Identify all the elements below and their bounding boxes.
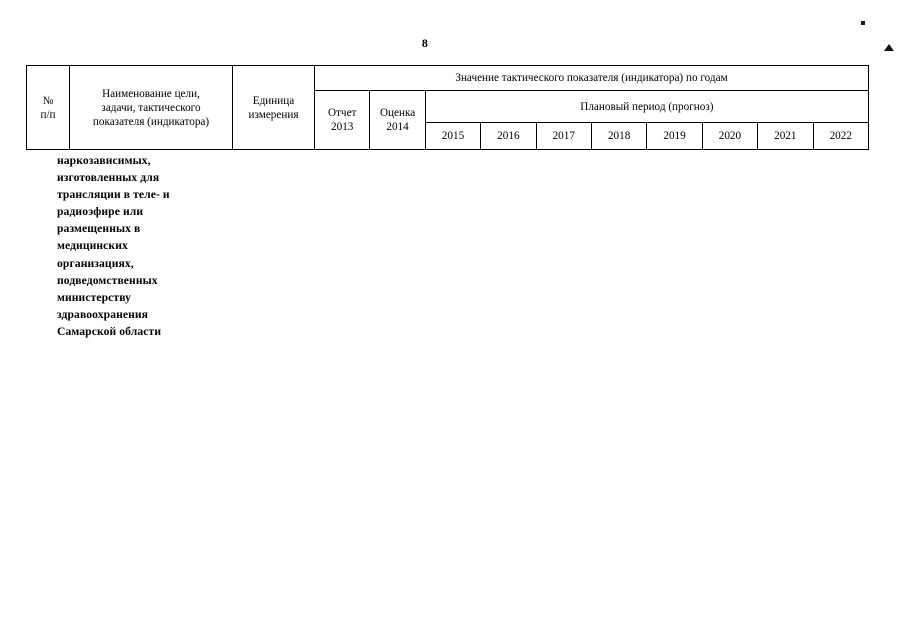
scan-artifact-dot-icon <box>861 21 865 25</box>
table-header-row-years: 2015 2016 2017 2018 2019 2020 2021 2022 <box>27 122 870 150</box>
header-cell-unit: Единица измерения <box>232 65 315 150</box>
header-number-line2: п/п <box>40 108 56 121</box>
continuation-line: медицинских <box>57 239 128 253</box>
continuation-line: радиоэфире или <box>57 205 144 219</box>
header-assessment-line2: 2014 <box>386 121 409 133</box>
header-name-line1: Наименование цели, <box>102 87 200 100</box>
header-cell-year-2018: 2018 <box>590 122 648 150</box>
continuation-line: здравоохранения <box>57 307 149 321</box>
header-cell-year-2016: 2016 <box>480 122 537 150</box>
continuation-line: размещенных в <box>57 222 141 236</box>
continuation-line: наркозависимых, <box>57 154 151 167</box>
header-name-line3: показателя (индикатора) <box>92 115 210 128</box>
header-cell-band-title: Значение тактического показателя (индика… <box>314 65 869 91</box>
header-cell-report: Отчет 2013 <box>313 90 371 150</box>
continuation-line: трансляции в теле- и <box>57 188 170 202</box>
header-cell-year-2020: 2020 <box>701 122 759 150</box>
header-unit-line2: измерения <box>248 108 299 121</box>
scan-artifact-caret-icon <box>884 44 894 51</box>
header-cell-number: № п/п <box>26 65 70 150</box>
header-cell-planned-title: Плановый период (прогноз) <box>424 90 870 123</box>
continuation-line: подведомственных <box>57 273 158 287</box>
indicator-table-container: № п/п Наименование цели, задачи, тактиче… <box>26 65 870 150</box>
header-report-line1: Отчет <box>327 107 357 119</box>
header-report-line2: 2013 <box>331 121 354 133</box>
continuation-paragraph: наркозависимых, изготовленных для трансл… <box>57 152 227 340</box>
header-cell-year-2022: 2022 <box>812 122 870 150</box>
header-cell-year-2019: 2019 <box>646 122 703 150</box>
table-header-row-band: № п/п Наименование цели, задачи, тактиче… <box>26 65 869 150</box>
header-cell-name: Наименование цели, задачи, тактического … <box>69 65 233 150</box>
continuation-line: организациях, <box>57 256 134 270</box>
header-cell-year-2017: 2017 <box>535 122 592 150</box>
continuation-line: изготовленных для <box>57 171 160 185</box>
header-unit-line1: Единица <box>252 94 295 107</box>
header-cell-assessment: Оценка 2014 <box>369 90 426 150</box>
continuation-line: Самарской области <box>57 324 162 338</box>
header-cell-year-2021: 2021 <box>757 122 814 150</box>
header-assessment-line1: Оценка <box>379 107 416 119</box>
header-name-line2: задачи, тактического <box>101 101 201 114</box>
continuation-line: министерству <box>57 290 132 304</box>
header-cell-year-2015: 2015 <box>424 122 482 150</box>
header-number-line1: № <box>42 94 54 107</box>
table-header-row-sub: Отчет 2013 Оценка 2014 Плановый период (… <box>27 90 870 150</box>
indicator-table: № п/п Наименование цели, задачи, тактиче… <box>26 65 870 150</box>
page-number: 8 <box>421 36 429 50</box>
